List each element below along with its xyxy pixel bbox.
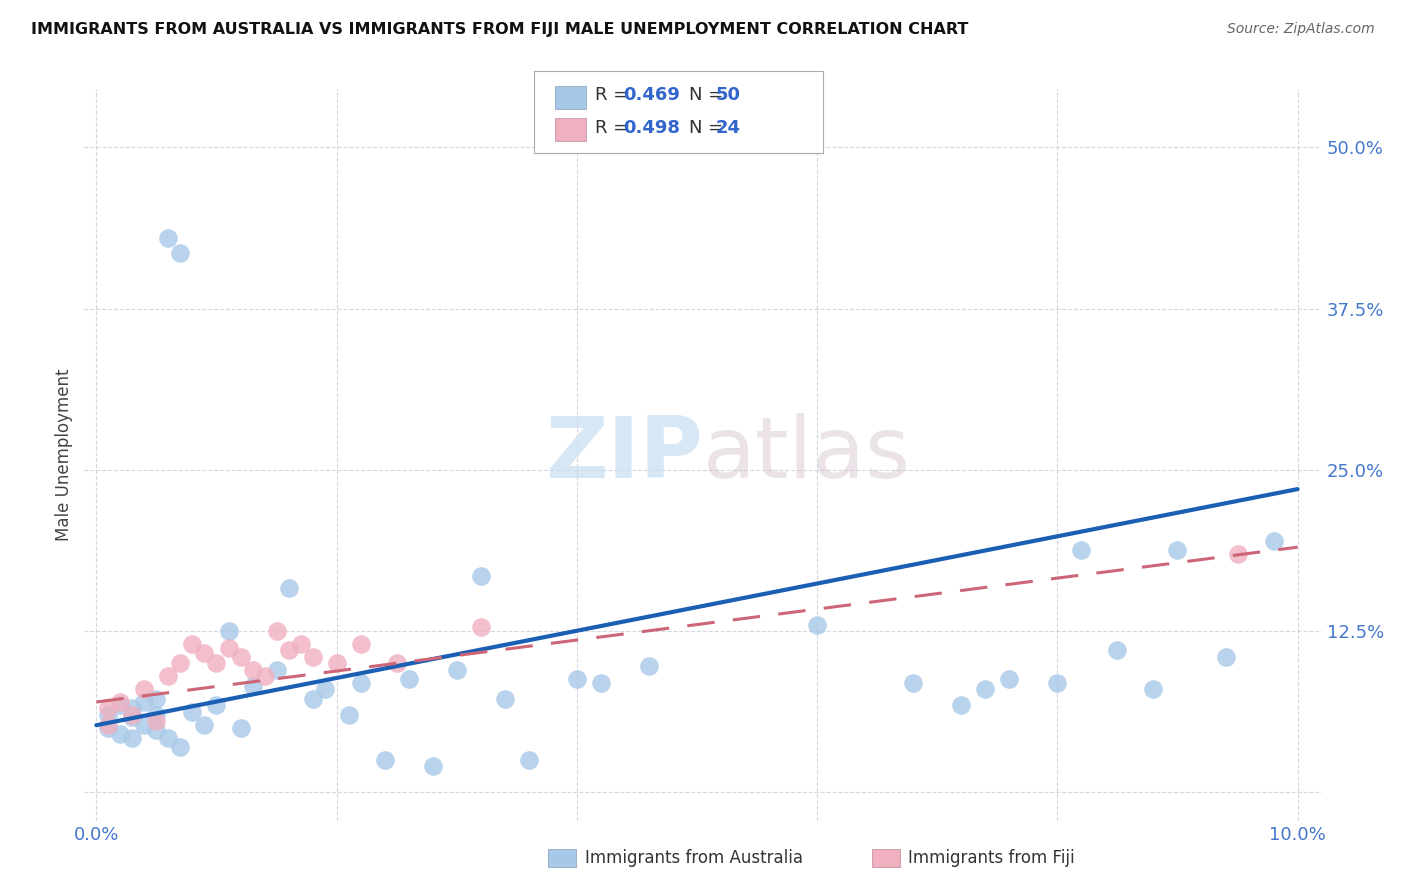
Point — [97, 701, 120, 715]
Point — [229, 721, 252, 735]
Point — [145, 723, 167, 738]
Text: 0.498: 0.498 — [623, 119, 681, 136]
Point — [229, 649, 252, 664]
Point — [1142, 681, 1164, 696]
Point — [110, 695, 132, 709]
Point — [121, 707, 143, 722]
Point — [806, 617, 828, 632]
Point — [385, 657, 408, 671]
Text: 24: 24 — [716, 119, 741, 136]
Point — [277, 643, 299, 657]
Point — [301, 649, 323, 664]
Point — [301, 692, 323, 706]
Point — [145, 714, 167, 729]
Text: atlas: atlas — [703, 413, 911, 497]
Point — [110, 727, 132, 741]
Point — [134, 681, 156, 696]
Point — [193, 646, 215, 660]
Point — [145, 707, 167, 722]
Point — [998, 672, 1021, 686]
Point — [1226, 547, 1249, 561]
Point — [337, 707, 360, 722]
Point — [121, 731, 143, 745]
Point — [121, 701, 143, 715]
Point — [110, 698, 132, 712]
Point — [169, 246, 191, 260]
Text: R =: R = — [595, 119, 634, 136]
Point — [193, 718, 215, 732]
Point — [974, 681, 997, 696]
Point — [325, 657, 347, 671]
Point — [494, 692, 516, 706]
Point — [242, 663, 264, 677]
Point — [589, 675, 612, 690]
Text: N =: N = — [689, 119, 728, 136]
Point — [277, 582, 299, 596]
Point — [205, 698, 228, 712]
Text: Immigrants from Fiji: Immigrants from Fiji — [908, 849, 1076, 867]
Text: 50: 50 — [716, 87, 741, 104]
Point — [97, 718, 120, 732]
Text: Source: ZipAtlas.com: Source: ZipAtlas.com — [1227, 22, 1375, 37]
Point — [181, 637, 204, 651]
Point — [97, 707, 120, 722]
Point — [266, 624, 288, 638]
Point — [266, 663, 288, 677]
Point — [169, 657, 191, 671]
Point — [145, 692, 167, 706]
Text: 0.469: 0.469 — [623, 87, 679, 104]
Text: IMMIGRANTS FROM AUSTRALIA VS IMMIGRANTS FROM FIJI MALE UNEMPLOYMENT CORRELATION : IMMIGRANTS FROM AUSTRALIA VS IMMIGRANTS … — [31, 22, 969, 37]
Point — [903, 675, 925, 690]
Point — [169, 740, 191, 755]
Point — [314, 681, 336, 696]
Text: Immigrants from Australia: Immigrants from Australia — [585, 849, 803, 867]
Point — [446, 663, 468, 677]
Text: N =: N = — [689, 87, 728, 104]
Point — [470, 568, 492, 582]
Point — [253, 669, 276, 683]
Point — [218, 640, 240, 655]
Point — [565, 672, 588, 686]
Point — [157, 669, 180, 683]
Point — [121, 710, 143, 724]
Point — [290, 637, 312, 651]
Point — [1070, 542, 1092, 557]
Point — [242, 680, 264, 694]
Point — [638, 658, 661, 673]
Point — [398, 672, 420, 686]
Y-axis label: Male Unemployment: Male Unemployment — [55, 368, 73, 541]
Point — [205, 657, 228, 671]
Point — [374, 753, 396, 767]
Point — [350, 637, 373, 651]
Point — [470, 620, 492, 634]
Point — [950, 698, 973, 712]
Point — [97, 721, 120, 735]
Point — [181, 706, 204, 720]
Point — [422, 759, 444, 773]
Point — [157, 230, 180, 244]
Point — [134, 695, 156, 709]
Point — [1107, 643, 1129, 657]
Point — [134, 718, 156, 732]
Point — [350, 675, 373, 690]
Point — [517, 753, 540, 767]
Point — [1166, 542, 1188, 557]
Point — [1215, 649, 1237, 664]
Point — [1046, 675, 1069, 690]
Text: R =: R = — [595, 87, 634, 104]
Point — [157, 731, 180, 745]
Text: ZIP: ZIP — [546, 413, 703, 497]
Point — [218, 624, 240, 638]
Point — [1263, 533, 1285, 548]
